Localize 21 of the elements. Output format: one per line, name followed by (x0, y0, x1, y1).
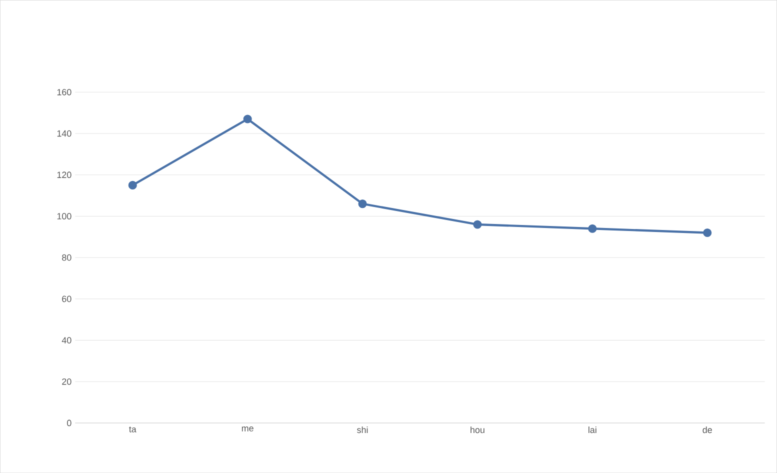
x-tick-label: lai (588, 426, 596, 434)
y-tick-label: 120 (57, 172, 72, 178)
y-tick-label: 60 (62, 296, 72, 302)
y-tick-label: 80 (62, 254, 72, 261)
point (358, 199, 367, 208)
point (703, 228, 712, 237)
y-tick-label: 160 (57, 88, 72, 96)
x-tick-label: hou (470, 426, 484, 434)
y-tick-label: 140 (57, 130, 72, 137)
y-tick-label: 20 (62, 378, 72, 385)
y-tick-label: 0 (67, 420, 72, 426)
y-tick-label: 40 (62, 337, 72, 344)
x-tick-label: ta (129, 426, 136, 432)
point (128, 180, 137, 190)
x-tick-label: de (702, 426, 712, 434)
point (588, 224, 597, 233)
x-tick-label: shi (357, 426, 368, 434)
x-tick-label: me (242, 426, 254, 432)
point (243, 114, 252, 124)
y-tick-label: 100 (57, 212, 72, 220)
point (473, 220, 482, 229)
